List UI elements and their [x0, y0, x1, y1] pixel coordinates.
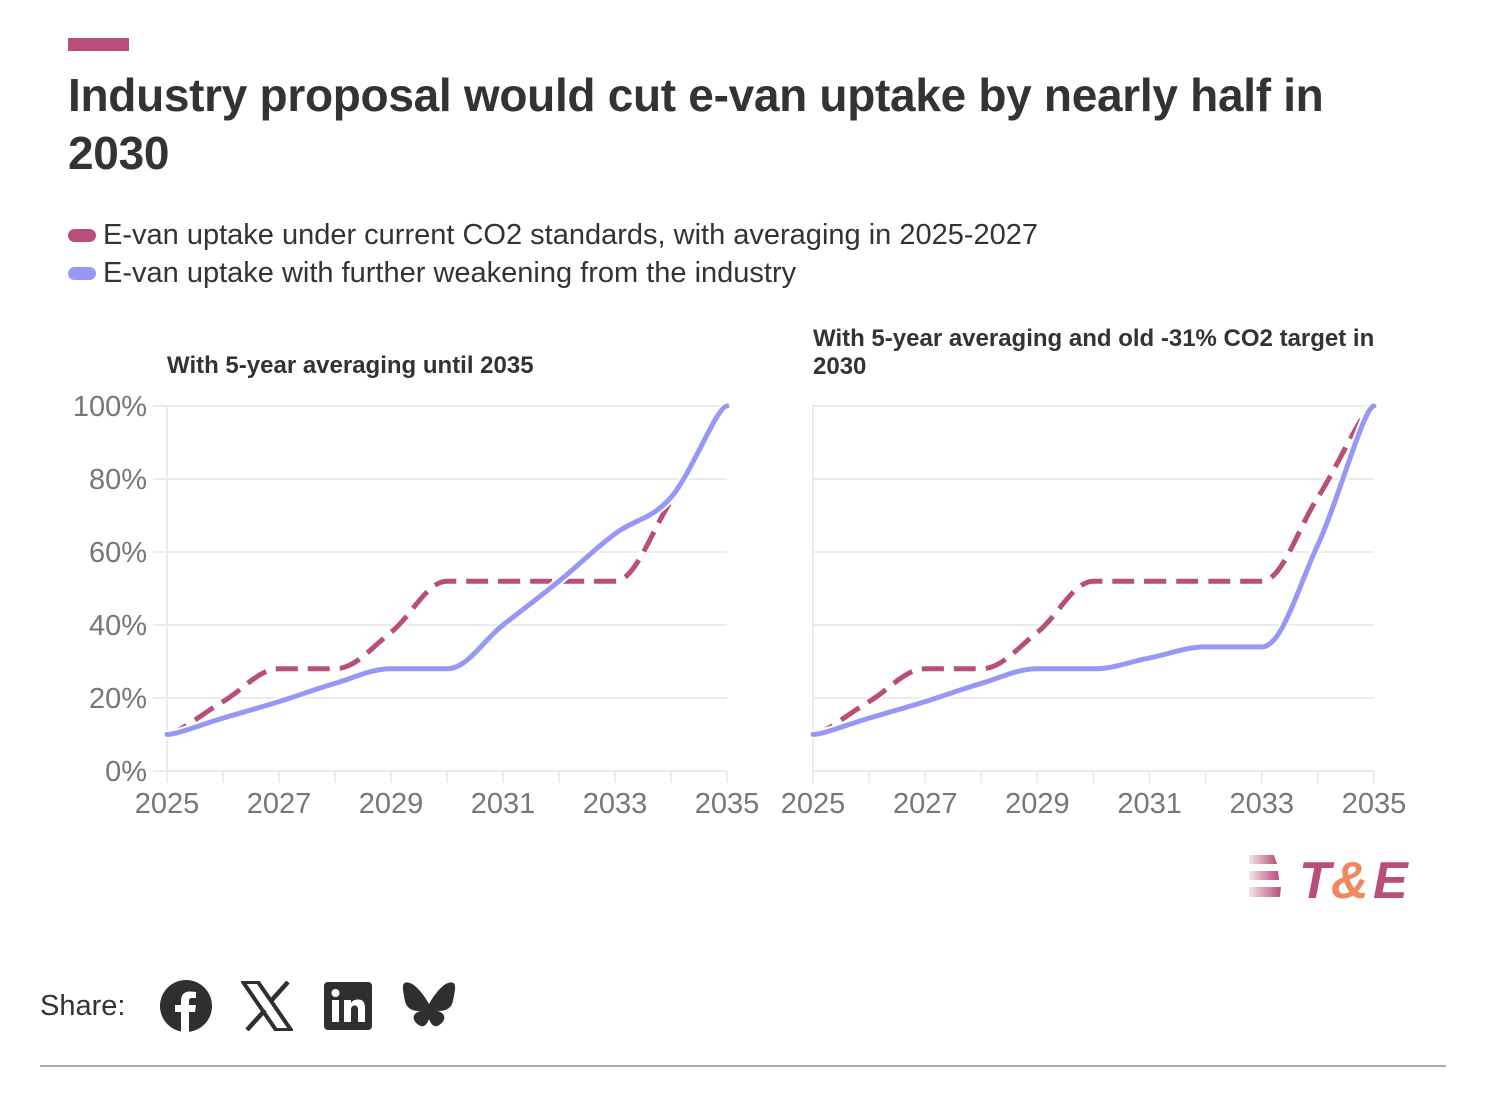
x-tick-label: 2029 — [359, 788, 424, 820]
x-tick-label: 2027 — [893, 788, 958, 820]
chart-2-subtitle: With 5-year averaging and old -31% CO2 t… — [813, 325, 1375, 380]
legend-swatch-solid — [68, 266, 96, 280]
x-tick-label: 2031 — [1117, 788, 1182, 820]
legend-item-current-standards: E-van uptake under current CO2 standards… — [68, 216, 1038, 254]
y-tick-label: 20% — [89, 683, 147, 715]
y-tick-label: 80% — [89, 464, 147, 496]
logo-amp: & — [1331, 852, 1369, 904]
series-line-current-standards — [812, 403, 1376, 737]
legend-label: E-van uptake with further weakening from… — [103, 256, 797, 289]
legend-label: E-van uptake under current CO2 standards… — [103, 218, 1039, 251]
y-tick-label: 0% — [105, 756, 147, 788]
y-tick-label: 60% — [89, 537, 147, 569]
series-halo — [166, 401, 729, 739]
share-bar: Share: — [40, 978, 482, 1034]
legend: E-van uptake under current CO2 standards… — [68, 216, 1038, 292]
chart-left: 0% 20% 40% 60% 80% 100% 2025 2027 2029 2031 2033 20… — [73, 391, 759, 820]
series-halo — [812, 401, 1376, 739]
logo-t: T — [1299, 852, 1335, 904]
series-line-industry-weakening — [164, 403, 730, 737]
series-line-current-standards — [166, 403, 729, 737]
footer-divider — [40, 1065, 1446, 1067]
accent-bar — [68, 38, 129, 51]
linkedin-icon[interactable] — [320, 978, 376, 1034]
facebook-icon[interactable] — [158, 978, 214, 1034]
x-tick-label: 2033 — [583, 788, 648, 820]
x-tick-label: 2035 — [1342, 788, 1407, 820]
x-icon[interactable] — [239, 978, 295, 1034]
x-tick-label: 2031 — [471, 788, 536, 820]
logo-stripes-icon — [1249, 855, 1281, 897]
x-tick-label: 2027 — [247, 788, 312, 820]
y-tick-label: 100% — [73, 391, 147, 423]
te-logo: T & E — [1249, 852, 1409, 904]
chart-1-subtitle: With 5-year averaging until 2035 — [167, 352, 534, 379]
chart-right: 2025 2027 2029 2031 2033 2035 — [781, 401, 1407, 820]
x-tick-label: 2035 — [695, 788, 760, 820]
series-line-industry-weakening — [810, 403, 1377, 737]
y-tick-label: 40% — [89, 610, 147, 642]
logo-e: E — [1373, 852, 1409, 904]
legend-item-industry-weakening: E-van uptake with further weakening from… — [68, 254, 1038, 292]
x-tick-label: 2025 — [781, 788, 846, 820]
legend-swatch-dashed — [68, 228, 96, 242]
x-tick-label: 2033 — [1230, 788, 1295, 820]
x-tick-label: 2029 — [1005, 788, 1070, 820]
page-title: Industry proposal would cut e-van uptake… — [68, 69, 1324, 179]
share-label: Share: — [40, 989, 126, 1022]
x-tick-label: 2025 — [135, 788, 200, 820]
bluesky-icon[interactable] — [401, 978, 457, 1034]
